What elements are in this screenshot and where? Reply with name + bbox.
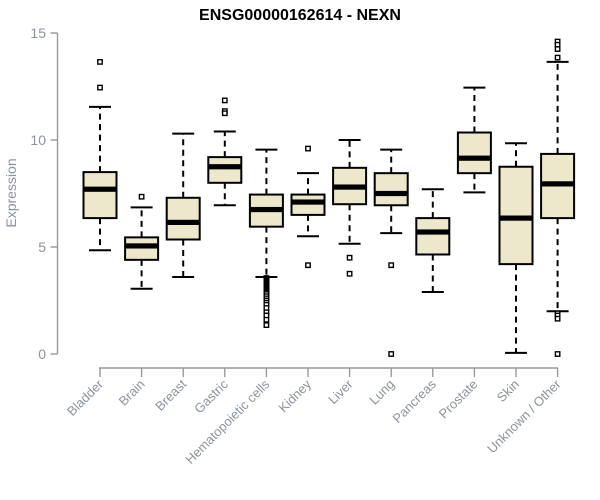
box-iqr xyxy=(498,165,534,266)
median-bar xyxy=(291,199,325,205)
box-iqr xyxy=(82,171,118,220)
outlier-point xyxy=(305,145,311,152)
box-iqr xyxy=(165,196,201,241)
outlier-point xyxy=(221,110,228,117)
median-bar xyxy=(457,155,491,161)
box-iqr xyxy=(415,217,451,256)
median-bar xyxy=(208,164,242,170)
outlier-point xyxy=(97,84,103,91)
y-tick-label: 10 xyxy=(30,132,46,148)
x-tick-label: Gastric xyxy=(191,376,231,416)
x-tick-label: Breast xyxy=(152,376,189,413)
chart-title: ENSG00000162614 - NEXN xyxy=(199,7,401,24)
y-tick-label: 0 xyxy=(38,346,46,362)
median-bar xyxy=(249,206,283,213)
y-axis-label: Expression xyxy=(3,158,19,227)
x-tick-label: Skin xyxy=(494,377,522,405)
outlier-point xyxy=(554,315,561,322)
y-tick-label: 15 xyxy=(30,25,46,41)
outlier-point xyxy=(305,262,311,269)
x-tick-label: Brain xyxy=(116,377,148,409)
box-iqr xyxy=(456,131,492,175)
median-bar xyxy=(541,181,575,187)
outlier-point xyxy=(554,46,561,52)
outlier-point xyxy=(138,193,145,200)
median-bar xyxy=(374,190,408,197)
x-tick-label: Prostate xyxy=(436,377,481,422)
median-bar xyxy=(83,186,117,192)
box-iqr xyxy=(207,156,243,184)
outlier-point xyxy=(554,54,561,61)
median-bar xyxy=(333,184,367,190)
x-tick-label: Pancreas xyxy=(389,376,439,426)
x-tick-label: Liver xyxy=(325,376,356,407)
outlier-point xyxy=(263,316,270,323)
outlier-point xyxy=(221,97,228,104)
median-bar xyxy=(166,219,200,225)
x-tick-label: Unknown / Other xyxy=(484,376,564,456)
outlier-point xyxy=(346,270,353,277)
outlier-point xyxy=(388,351,395,357)
outlier-point xyxy=(388,262,395,269)
box-iqr xyxy=(290,193,326,216)
median-bar xyxy=(125,243,159,249)
y-tick-label: 5 xyxy=(38,239,46,255)
x-tick-label: Lung xyxy=(366,377,397,408)
x-tick-label: Bladder xyxy=(64,376,107,419)
box-iqr xyxy=(124,236,160,261)
median-bar xyxy=(416,229,450,235)
outlier-point xyxy=(554,351,561,357)
box-iqr xyxy=(373,172,409,207)
outlier-point xyxy=(346,254,353,261)
outlier-point xyxy=(97,58,103,65)
outlier-point xyxy=(263,322,270,329)
x-tick-label: Kidney xyxy=(275,376,314,415)
median-bar xyxy=(499,215,533,221)
